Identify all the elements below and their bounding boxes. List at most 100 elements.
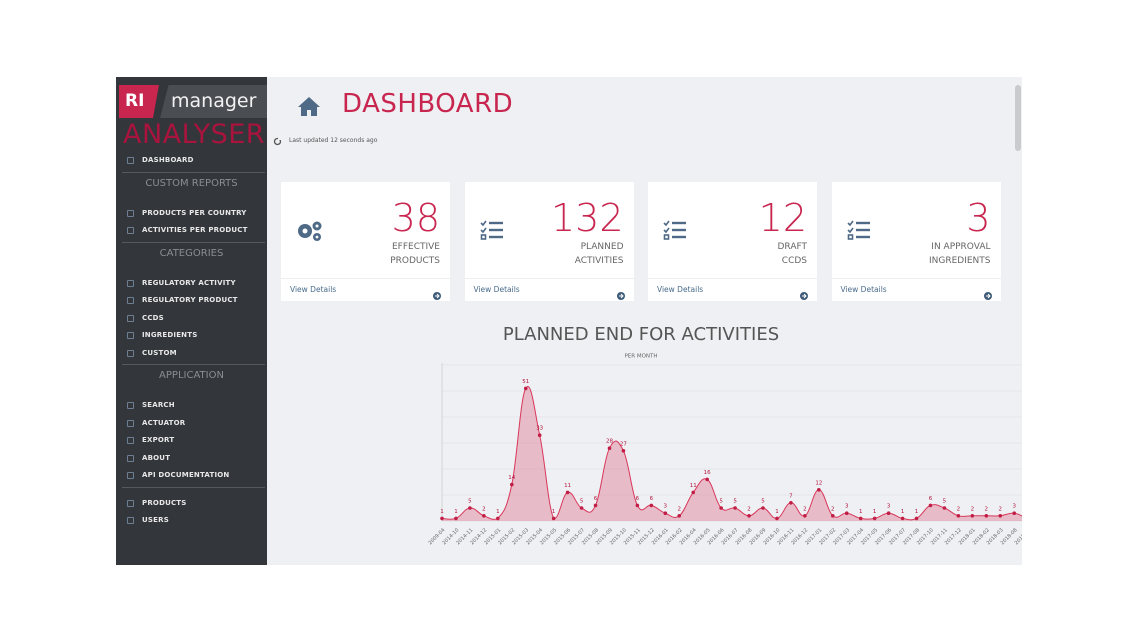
point bbox=[482, 514, 486, 518]
nav-item[interactable]: SEARCH bbox=[116, 400, 267, 412]
nav-item[interactable]: REGULATORY PRODUCT bbox=[116, 295, 267, 307]
value-label: 2 bbox=[482, 506, 486, 512]
card-icon bbox=[846, 218, 876, 246]
nav-item[interactable]: ACTUATOR bbox=[116, 418, 267, 430]
point bbox=[830, 514, 835, 518]
nav-icon bbox=[127, 437, 134, 444]
arrow-icon[interactable] bbox=[800, 285, 808, 304]
app-window: RI manager ANALYSER DASHBOARD CUSTOM REPORTS… bbox=[116, 77, 1022, 565]
logo-product: ANALYSER bbox=[123, 119, 266, 150]
card-label: PRODUCTS bbox=[390, 256, 440, 266]
logo-name-text: manager bbox=[171, 90, 257, 112]
scrollbar[interactable] bbox=[1015, 85, 1021, 151]
point bbox=[1012, 511, 1017, 515]
point bbox=[761, 506, 765, 510]
value-label: 5 bbox=[468, 499, 472, 505]
nav-icon bbox=[127, 209, 134, 217]
nav-label: EXPORT bbox=[142, 436, 175, 444]
value-label: 51 bbox=[522, 379, 529, 385]
nav-icon bbox=[127, 454, 134, 462]
value-label: 3 bbox=[1012, 504, 1016, 510]
card-divider bbox=[281, 278, 450, 279]
value-label: 1 bbox=[873, 509, 877, 515]
point bbox=[803, 514, 807, 518]
point bbox=[551, 516, 556, 521]
value-label: 1 bbox=[775, 509, 779, 515]
value-label: 2 bbox=[747, 506, 751, 512]
view-details[interactable]: View Details bbox=[290, 285, 337, 294]
nav-item[interactable]: ABOUT bbox=[116, 453, 267, 465]
point bbox=[956, 514, 961, 518]
refresh-icon bbox=[273, 137, 282, 146]
value-label: 5 bbox=[943, 499, 947, 505]
value-label: 2 bbox=[999, 506, 1003, 512]
value-label: 2 bbox=[957, 506, 961, 512]
arrow-icon[interactable] bbox=[433, 285, 441, 304]
arrow-icon[interactable] bbox=[616, 285, 625, 304]
card-divider bbox=[831, 278, 1001, 279]
nav-icon bbox=[127, 157, 134, 164]
value-label: 6 bbox=[594, 496, 598, 502]
point bbox=[537, 433, 542, 438]
point bbox=[817, 488, 821, 492]
value-label: 1 bbox=[496, 509, 500, 515]
nav-item[interactable]: REGULATORY ACTIVITY bbox=[116, 278, 267, 290]
nav-item[interactable]: EXPORT bbox=[116, 435, 267, 447]
point bbox=[970, 514, 975, 518]
nav-label: SEARCH bbox=[142, 401, 175, 409]
nav-icon bbox=[127, 499, 134, 507]
stat-card: 3 IN APPROVAL INGREDIENTS View Details bbox=[831, 182, 1001, 304]
area bbox=[442, 386, 1022, 521]
point bbox=[496, 516, 500, 521]
nav-item[interactable]: PRODUCTS PER COUNTRY bbox=[116, 208, 267, 220]
point bbox=[942, 506, 947, 510]
list-icon bbox=[846, 220, 870, 240]
sidebar: RI manager ANALYSER DASHBOARD CUSTOM REPORTS… bbox=[116, 77, 267, 565]
value-label: 5 bbox=[719, 499, 723, 505]
x-tick-label: 2018-09 bbox=[1014, 527, 1022, 546]
nav-label: PRODUCTS bbox=[142, 498, 187, 507]
card-icon bbox=[662, 218, 692, 246]
value-label: 2 bbox=[803, 506, 807, 512]
page-title: DASHBOARD bbox=[342, 89, 514, 119]
card-label: CCDS bbox=[781, 256, 807, 266]
card-label: IN APPROVAL bbox=[931, 242, 991, 252]
value-label: 5 bbox=[580, 499, 584, 505]
line bbox=[441, 386, 1022, 521]
value-label: 1 bbox=[440, 509, 444, 515]
point bbox=[523, 386, 528, 391]
section-heading: CATEGORIES bbox=[159, 247, 224, 259]
nav-item[interactable]: DASHBOARD bbox=[116, 155, 267, 167]
value-label: 5 bbox=[733, 499, 737, 505]
nav-label: REGULATORY PRODUCT bbox=[142, 296, 238, 304]
last-updated: Last updated 12 seconds ago bbox=[289, 137, 378, 144]
separator bbox=[122, 364, 265, 365]
point bbox=[677, 514, 682, 518]
view-details[interactable]: View Details bbox=[840, 285, 887, 294]
value-label: 2 bbox=[985, 506, 989, 512]
point bbox=[984, 514, 989, 518]
view-details[interactable]: View Details bbox=[657, 285, 704, 294]
arrow-icon[interactable] bbox=[983, 285, 992, 304]
value-label: 27 bbox=[620, 441, 627, 447]
view-details[interactable]: View Details bbox=[473, 285, 520, 294]
card-label: INGREDIENTS bbox=[928, 256, 991, 266]
separator bbox=[122, 486, 265, 488]
stat-card: 132 PLANNED ACTIVITIES View Details bbox=[464, 182, 634, 304]
point bbox=[468, 506, 472, 510]
value-label: 14 bbox=[508, 475, 515, 481]
nav-item[interactable]: CUSTOM bbox=[116, 348, 267, 360]
nav-label: PRODUCTS PER COUNTRY bbox=[142, 208, 247, 217]
nav-item[interactable]: ACTIVITIES PER PRODUCT bbox=[116, 225, 267, 237]
nav-icon bbox=[127, 279, 134, 287]
nav-item[interactable]: CCDS bbox=[116, 313, 267, 325]
nav-item[interactable]: API DOCUMENTATION bbox=[116, 470, 267, 482]
value-label: 1 bbox=[859, 509, 863, 515]
point bbox=[747, 514, 751, 518]
nav-item[interactable]: USERS bbox=[116, 515, 267, 527]
nav-item[interactable]: INGREDIENTS bbox=[116, 330, 267, 342]
card-value: 38 bbox=[391, 196, 440, 240]
point bbox=[649, 503, 654, 508]
nav-item[interactable]: PRODUCTS bbox=[116, 498, 267, 510]
card-divider bbox=[464, 278, 634, 279]
